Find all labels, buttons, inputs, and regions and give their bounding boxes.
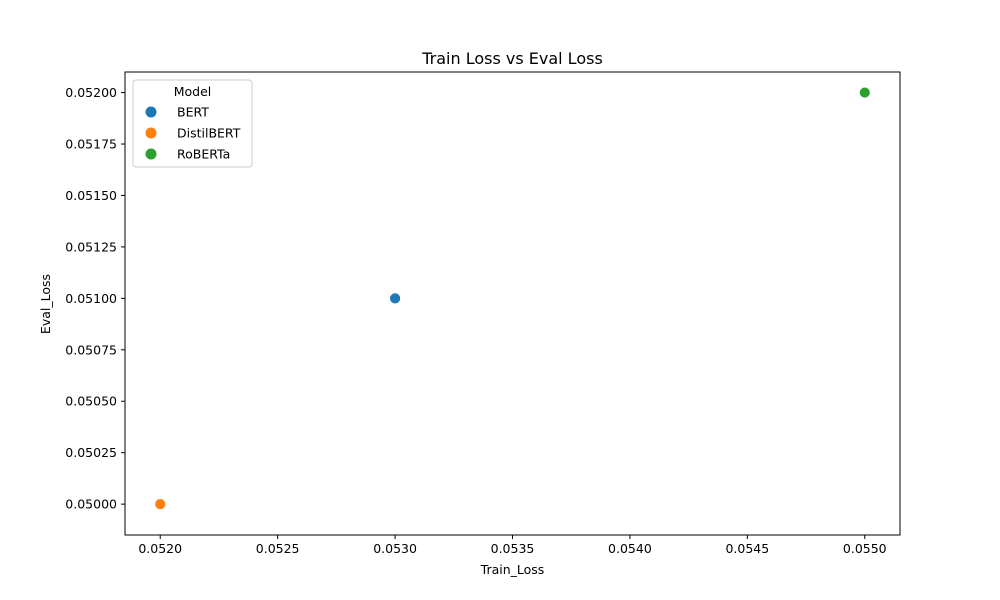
y-tick-label: 0.05075	[65, 342, 117, 357]
y-tick-label: 0.05050	[65, 394, 117, 409]
data-point-distilbert	[154, 498, 167, 511]
x-tick-label: 0.0535	[491, 541, 535, 556]
data-point-bert	[389, 292, 401, 305]
x-tick-label: 0.0540	[608, 541, 652, 556]
y-tick-label: 0.05025	[65, 445, 117, 460]
legend: Model BERT DistilBERT RoBERTa	[132, 79, 253, 168]
legend-label-bert: BERT	[177, 105, 209, 120]
legend-label-roberta: RoBERTa	[177, 147, 230, 162]
chart-title: Train Loss vs Eval Loss	[421, 49, 603, 68]
y-tick-label: 0.05125	[65, 239, 117, 254]
x-tick-label: 0.0520	[138, 541, 182, 556]
legend-marker-bert	[145, 106, 157, 118]
x-tick-label: 0.0550	[843, 541, 887, 556]
legend-label-distilbert: DistilBERT	[177, 126, 241, 141]
plot-area: 0.0520 0.0525 0.0530 0.0535 0.0540 0.0545 0.05…	[65, 71, 901, 556]
y-axis-label: Eval_Loss	[38, 274, 53, 334]
x-tick-label: 0.0530	[373, 541, 417, 556]
legend-box	[132, 79, 253, 168]
y-tick-label: 0.05175	[65, 137, 117, 152]
x-axis-label: Train_Loss	[480, 562, 545, 577]
y-tick-label: 0.05150	[65, 188, 117, 203]
data-point-roberta	[858, 86, 871, 99]
y-tick-label: 0.05100	[65, 291, 117, 306]
x-tick-label: 0.0525	[256, 541, 300, 556]
x-tick-label: 0.0545	[725, 541, 769, 556]
y-tick-label: 0.05000	[65, 497, 117, 512]
y-tick-label: 0.05200	[65, 85, 117, 100]
legend-marker-roberta	[145, 148, 157, 160]
legend-title: Model	[174, 84, 212, 99]
legend-marker-distilbert	[145, 127, 157, 139]
